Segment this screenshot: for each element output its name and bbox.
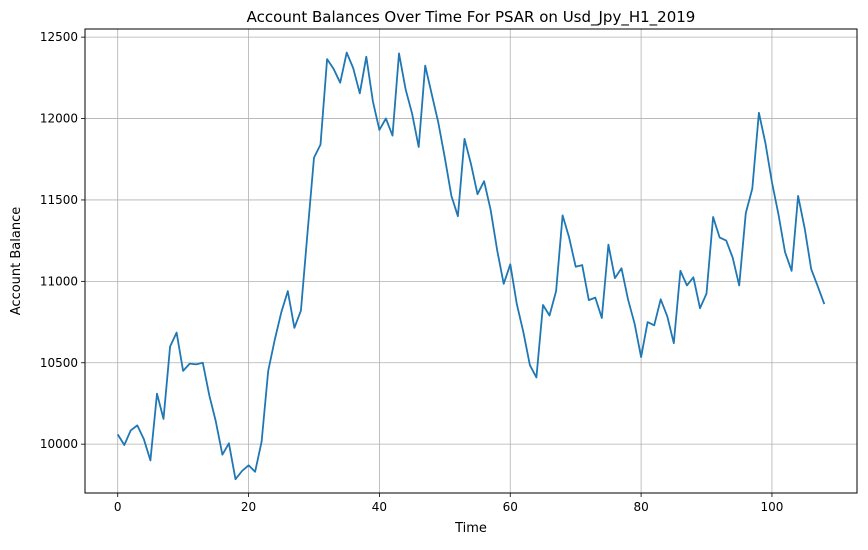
y-tick-label: 10000 [40,437,78,451]
series-line [116,51,826,481]
x-tick-label: 100 [760,500,783,514]
series-layer [116,51,826,481]
y-tick-label: 11000 [40,274,78,288]
x-tick-label: 60 [503,500,518,514]
y-tick-label: 11500 [40,193,78,207]
ticks: 0 20 40 60 80 100 10000 10500 11000 11500 12000 125… [40,30,784,514]
y-tick-label: 12000 [40,112,78,126]
x-tick-label: 40 [372,500,387,514]
chart-title: Account Balances Over Time For PSAR on U… [247,8,696,27]
y-axis-label: Account Balance [9,207,24,315]
grid [85,29,857,493]
x-tick-label: 80 [633,500,648,514]
plot-frame [84,28,858,494]
x-tick-label: 0 [114,500,122,514]
y-tick-label: 10500 [40,356,78,370]
x-axis-label: Time [454,521,487,536]
y-tick-label: 12500 [40,30,78,44]
x-tick-label: 20 [241,500,256,514]
